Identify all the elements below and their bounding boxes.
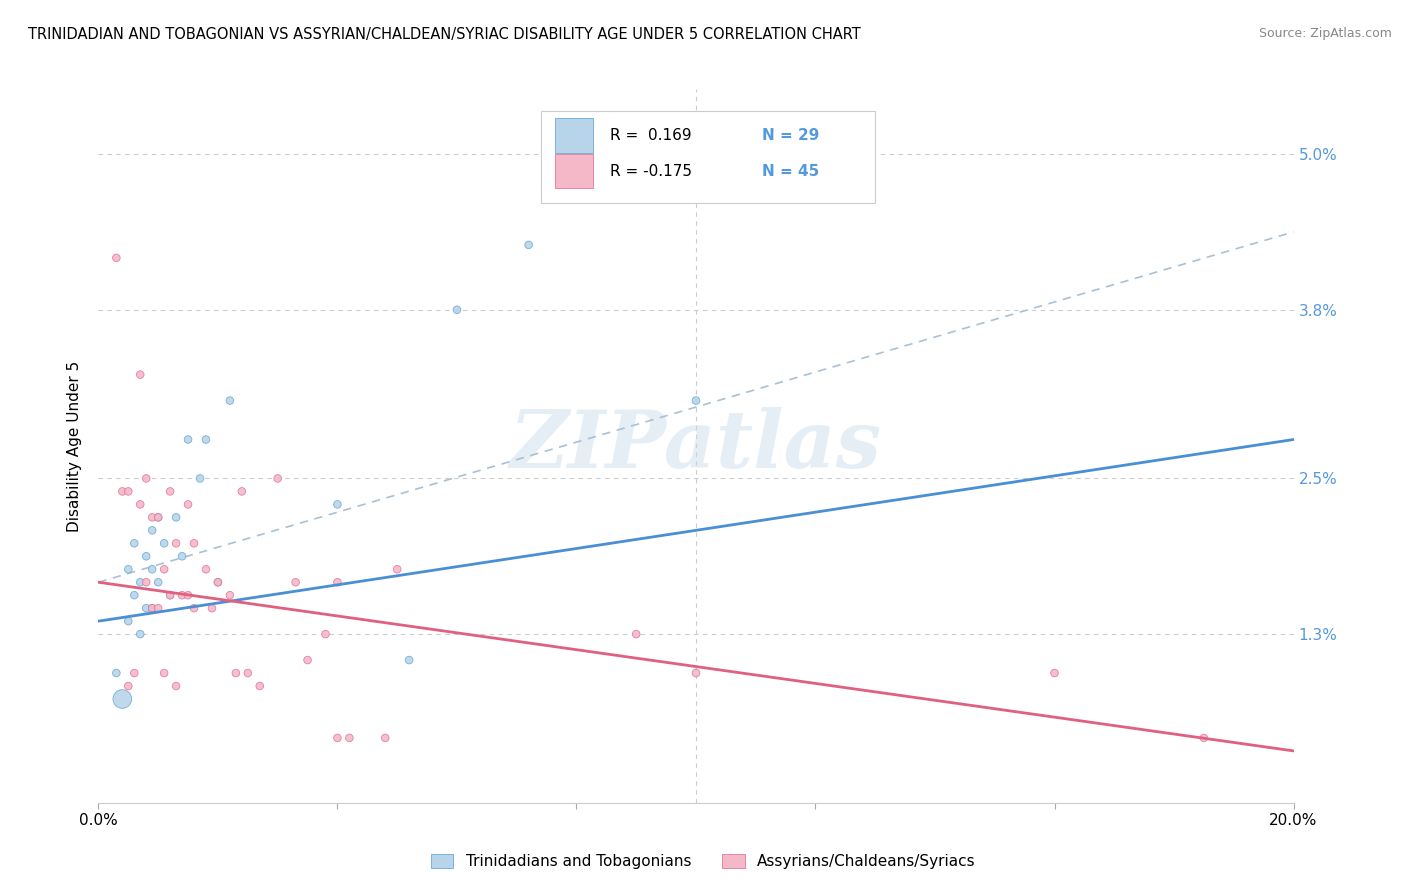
Point xyxy=(105,251,128,265)
Point xyxy=(267,471,290,485)
Point xyxy=(117,679,139,693)
Point xyxy=(165,679,187,693)
Point xyxy=(236,666,259,681)
Point xyxy=(148,601,170,615)
Point xyxy=(159,484,181,499)
Point xyxy=(326,731,349,745)
Point xyxy=(129,497,152,511)
Point xyxy=(148,575,170,590)
Point xyxy=(141,562,163,576)
FancyBboxPatch shape xyxy=(555,154,593,188)
Point xyxy=(398,653,420,667)
Text: Source: ZipAtlas.com: Source: ZipAtlas.com xyxy=(1258,27,1392,40)
Text: N = 29: N = 29 xyxy=(762,128,820,143)
Point xyxy=(153,666,176,681)
Point xyxy=(207,575,229,590)
Point xyxy=(129,627,152,641)
Point xyxy=(326,497,349,511)
Point xyxy=(1192,731,1215,745)
Point xyxy=(1043,666,1066,681)
Point xyxy=(207,575,229,590)
Point xyxy=(183,536,205,550)
Point xyxy=(124,536,146,550)
Text: R =  0.169: R = 0.169 xyxy=(610,128,692,143)
Legend: Trinidadians and Tobagonians, Assyrians/Chaldeans/Syriacs: Trinidadians and Tobagonians, Assyrians/… xyxy=(425,848,981,875)
Y-axis label: Disability Age Under 5: Disability Age Under 5 xyxy=(67,360,83,532)
Point xyxy=(177,433,200,447)
Point xyxy=(517,238,540,252)
Point xyxy=(141,524,163,538)
Point xyxy=(105,666,128,681)
Point xyxy=(284,575,307,590)
Point xyxy=(129,575,152,590)
Point xyxy=(135,601,157,615)
Point xyxy=(135,471,157,485)
Point xyxy=(219,393,242,408)
Point xyxy=(159,588,181,602)
Point xyxy=(153,562,176,576)
Point xyxy=(385,562,409,576)
Point xyxy=(315,627,337,641)
Point xyxy=(231,484,253,499)
Point xyxy=(374,731,396,745)
Point xyxy=(124,666,146,681)
Point xyxy=(177,588,200,602)
Text: R = -0.175: R = -0.175 xyxy=(610,164,692,178)
Point xyxy=(141,601,163,615)
Point xyxy=(195,562,218,576)
Point xyxy=(225,666,247,681)
Point xyxy=(165,510,187,524)
Point xyxy=(446,302,468,317)
Point xyxy=(249,679,271,693)
Point xyxy=(626,627,648,641)
Point xyxy=(148,510,170,524)
Point xyxy=(685,666,707,681)
Point xyxy=(148,510,170,524)
Point xyxy=(165,536,187,550)
Point xyxy=(297,653,319,667)
Point xyxy=(117,614,139,628)
Point xyxy=(177,497,200,511)
Point xyxy=(141,601,163,615)
Point xyxy=(326,575,349,590)
Point xyxy=(201,601,224,615)
FancyBboxPatch shape xyxy=(540,111,875,203)
Point xyxy=(159,588,181,602)
Point xyxy=(172,549,194,564)
Text: ZIPatlas: ZIPatlas xyxy=(510,408,882,484)
Point xyxy=(183,601,205,615)
Point xyxy=(188,471,211,485)
Point xyxy=(129,368,152,382)
Point xyxy=(172,588,194,602)
Point xyxy=(153,536,176,550)
Point xyxy=(135,549,157,564)
Point xyxy=(685,393,707,408)
Text: TRINIDADIAN AND TOBAGONIAN VS ASSYRIAN/CHALDEAN/SYRIAC DISABILITY AGE UNDER 5 CO: TRINIDADIAN AND TOBAGONIAN VS ASSYRIAN/C… xyxy=(28,27,860,42)
Point xyxy=(111,484,134,499)
Point xyxy=(219,588,242,602)
Point xyxy=(124,588,146,602)
Text: N = 45: N = 45 xyxy=(762,164,818,178)
Point xyxy=(111,692,134,706)
FancyBboxPatch shape xyxy=(555,119,593,153)
Point xyxy=(117,562,139,576)
Point xyxy=(141,510,163,524)
Point xyxy=(339,731,360,745)
Point xyxy=(135,575,157,590)
Point xyxy=(117,484,139,499)
Point xyxy=(195,433,218,447)
